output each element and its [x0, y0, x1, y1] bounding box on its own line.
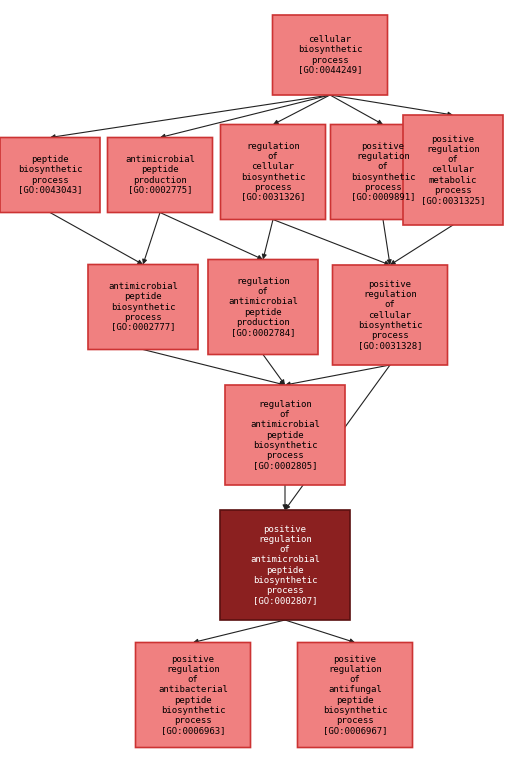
- Text: positive
regulation
of
antimicrobial
peptide
biosynthetic
process
[GO:0002807]: positive regulation of antimicrobial pep…: [249, 525, 319, 605]
- Text: antimicrobial
peptide
production
[GO:0002775]: antimicrobial peptide production [GO:000…: [125, 155, 194, 195]
- Text: regulation
of
antimicrobial
peptide
production
[GO:0002784]: regulation of antimicrobial peptide prod…: [228, 277, 297, 337]
- FancyBboxPatch shape: [402, 115, 502, 225]
- FancyBboxPatch shape: [0, 137, 100, 213]
- Text: positive
regulation
of
cellular
metabolic
process
[GO:0031325]: positive regulation of cellular metaboli…: [420, 135, 484, 205]
- Text: positive
regulation
of
antibacterial
peptide
biosynthetic
process
[GO:0006963]: positive regulation of antibacterial pep…: [158, 655, 227, 735]
- FancyBboxPatch shape: [225, 385, 344, 485]
- FancyBboxPatch shape: [297, 643, 412, 747]
- Text: positive
regulation
of
antifungal
peptide
biosynthetic
process
[GO:0006967]: positive regulation of antifungal peptid…: [322, 655, 386, 735]
- FancyBboxPatch shape: [135, 643, 250, 747]
- Text: positive
regulation
of
biosynthetic
process
[GO:0009891]: positive regulation of biosynthetic proc…: [350, 142, 415, 202]
- Text: cellular
biosynthetic
process
[GO:0044249]: cellular biosynthetic process [GO:004424…: [297, 36, 362, 74]
- Text: antimicrobial
peptide
biosynthetic
process
[GO:0002777]: antimicrobial peptide biosynthetic proce…: [108, 282, 178, 331]
- Text: regulation
of
antimicrobial
peptide
biosynthetic
process
[GO:0002805]: regulation of antimicrobial peptide bios…: [249, 400, 319, 469]
- FancyBboxPatch shape: [208, 259, 317, 355]
- FancyBboxPatch shape: [332, 265, 446, 365]
- FancyBboxPatch shape: [107, 137, 212, 213]
- Text: peptide
biosynthetic
process
[GO:0043043]: peptide biosynthetic process [GO:0043043…: [18, 155, 82, 195]
- FancyBboxPatch shape: [88, 265, 197, 349]
- Text: regulation
of
cellular
biosynthetic
process
[GO:0031326]: regulation of cellular biosynthetic proc…: [240, 142, 305, 202]
- FancyBboxPatch shape: [220, 510, 349, 620]
- Text: positive
regulation
of
cellular
biosynthetic
process
[GO:0031328]: positive regulation of cellular biosynth…: [357, 280, 421, 350]
- FancyBboxPatch shape: [272, 15, 387, 95]
- FancyBboxPatch shape: [220, 124, 325, 220]
- FancyBboxPatch shape: [330, 124, 435, 220]
